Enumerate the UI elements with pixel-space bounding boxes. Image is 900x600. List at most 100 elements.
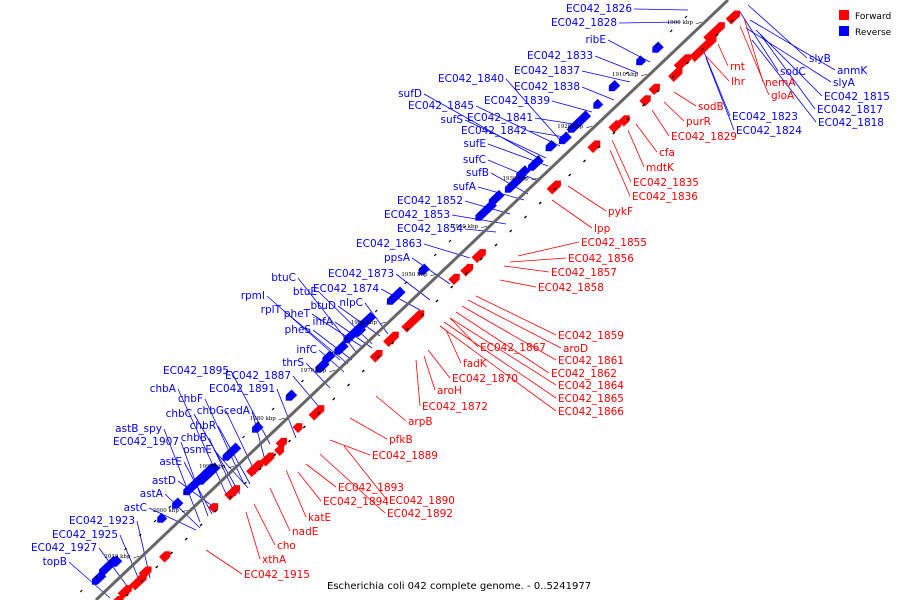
- forward-leader-line: [743, 17, 764, 83]
- minor-feature-mark: [730, 19, 734, 23]
- scale-tick-label: 1960 kbp: [351, 320, 378, 326]
- forward-gene-label: EC042_1867: [480, 342, 546, 354]
- minor-feature-mark: [243, 481, 247, 485]
- minor-feature-mark: [376, 355, 380, 359]
- reverse-gene-label: btuD: [310, 300, 336, 312]
- reverse-leader-line: [747, 4, 808, 59]
- minor-feature-mark: [715, 33, 719, 37]
- forward-gene-label: lpp: [594, 223, 611, 235]
- reverse-gene-label: EC042_1817: [817, 104, 883, 116]
- forward-gene-label: EC042_1829: [671, 131, 737, 143]
- forward-gene-label: gloA: [771, 90, 795, 102]
- reverse-leader-line: [305, 362, 331, 389]
- minor-feature-mark: [684, 15, 688, 19]
- reverse-leader-line: [164, 493, 201, 529]
- forward-leader-line: [627, 129, 645, 168]
- reverse-leader-line: [183, 461, 213, 515]
- minor-feature-mark: [374, 309, 378, 313]
- minor-feature-mark: [494, 243, 498, 247]
- forward-leader-line: [509, 257, 567, 263]
- forward-gene-label: xthA: [262, 554, 287, 566]
- minor-feature-mark: [523, 215, 527, 219]
- reverse-leader-line: [755, 29, 823, 97]
- reverse-leader-line: [230, 370, 271, 445]
- reverse-gene-feature: [222, 442, 242, 461]
- reverse-gene-label: EC042_1873: [328, 268, 394, 280]
- reverse-gene-label: chbC: [166, 408, 192, 420]
- minor-feature-mark: [183, 491, 186, 495]
- forward-gene-feature: [260, 452, 275, 467]
- forward-leader-line: [673, 91, 697, 107]
- minor-feature-mark: [669, 29, 673, 33]
- minor-feature-mark: [568, 173, 572, 177]
- reverse-gene-label: rpmI: [241, 290, 265, 302]
- forward-leader-line: [329, 439, 371, 456]
- forward-gene-label: fadK: [463, 358, 488, 370]
- reverse-leader-line: [594, 55, 639, 74]
- reverse-gene-feature: [558, 131, 572, 145]
- reverse-gene-feature: [652, 41, 664, 53]
- reverse-gene-label: EC042_1854: [397, 223, 463, 235]
- minor-feature-mark: [625, 71, 629, 75]
- reverse-leader-line: [251, 410, 267, 465]
- forward-gene-label: katE: [308, 512, 331, 524]
- forward-gene-label: aroH: [437, 385, 462, 397]
- scale-tick-label: 1930 kbp: [503, 176, 530, 182]
- reverse-leader-line: [395, 273, 431, 301]
- legend-label-forward: Forward: [855, 12, 891, 22]
- reverse-leader-line: [380, 288, 421, 311]
- reverse-gene-label: osmE: [183, 444, 212, 456]
- scale-tick: [640, 73, 648, 77]
- forward-leader-line: [319, 453, 386, 514]
- minor-feature-mark: [317, 411, 321, 415]
- reverse-leader-line: [633, 8, 689, 11]
- reverse-gene-label: sufA: [453, 181, 477, 193]
- forward-gene-label: EC042_1893: [338, 482, 404, 494]
- reverse-gene-label: EC042_1863: [356, 238, 422, 250]
- genome-axis: [94, 0, 730, 600]
- forward-gene-label: purR: [686, 116, 711, 128]
- forward-gene-feature: [639, 95, 651, 107]
- reverse-gene-label: pheS: [285, 324, 312, 336]
- gene-labels: EC042_1826 EC042_1828 ribE EC042_1833 EC042_…: [31, 3, 890, 581]
- minor-feature-mark: [302, 425, 306, 429]
- minor-feature-mark: [332, 397, 336, 401]
- reverse-leader-line: [177, 388, 229, 499]
- forward-gene-label: EC042_1890: [389, 495, 455, 507]
- reverse-gene-label: EC042_1824: [736, 125, 802, 137]
- reverse-leader-line: [475, 105, 561, 147]
- scale-tick: [480, 225, 488, 229]
- forward-gene-label: nemA: [765, 77, 796, 89]
- forward-gene-label: EC042_1855: [581, 237, 647, 249]
- reverse-gene-label: EC042_1845: [408, 100, 474, 112]
- minor-feature-mark: [124, 547, 127, 551]
- reverse-leader-line: [423, 93, 543, 161]
- forward-leader-line: [705, 55, 730, 82]
- minor-feature-mark: [140, 579, 144, 583]
- reverse-leader-line: [487, 159, 537, 181]
- forward-leader-line: [551, 199, 593, 229]
- forward-leader-line: [503, 265, 550, 273]
- forward-gene-label: EC042_1894: [323, 496, 389, 508]
- reverse-gene-label: ppsA: [384, 252, 411, 264]
- minor-feature-mark: [242, 435, 245, 439]
- forward-gene-feature: [448, 273, 460, 286]
- reverse-gene-label: EC042_1925: [52, 529, 118, 541]
- forward-leader-line: [517, 241, 580, 257]
- forward-gene-label: pykF: [608, 206, 633, 218]
- reverse-leader-line: [311, 313, 365, 349]
- scale-tick-label: 1950 kbp: [401, 272, 428, 278]
- reverse-leader-line: [464, 228, 497, 233]
- minor-feature-mark: [347, 383, 351, 387]
- legend-swatch-forward: [839, 10, 849, 20]
- forward-gene-label: EC042_1856: [568, 253, 634, 265]
- forward-gene-feature: [113, 595, 124, 600]
- scale-tick-label: 1970 kbp: [300, 368, 327, 374]
- forward-gene-feature: [308, 405, 325, 421]
- reverse-gene-feature: [593, 98, 604, 109]
- reverse-gene-label: anmK: [837, 65, 868, 77]
- minor-feature-mark: [79, 589, 83, 593]
- forward-leader-line: [375, 395, 407, 422]
- legend-label-reverse: Reverse: [855, 28, 892, 38]
